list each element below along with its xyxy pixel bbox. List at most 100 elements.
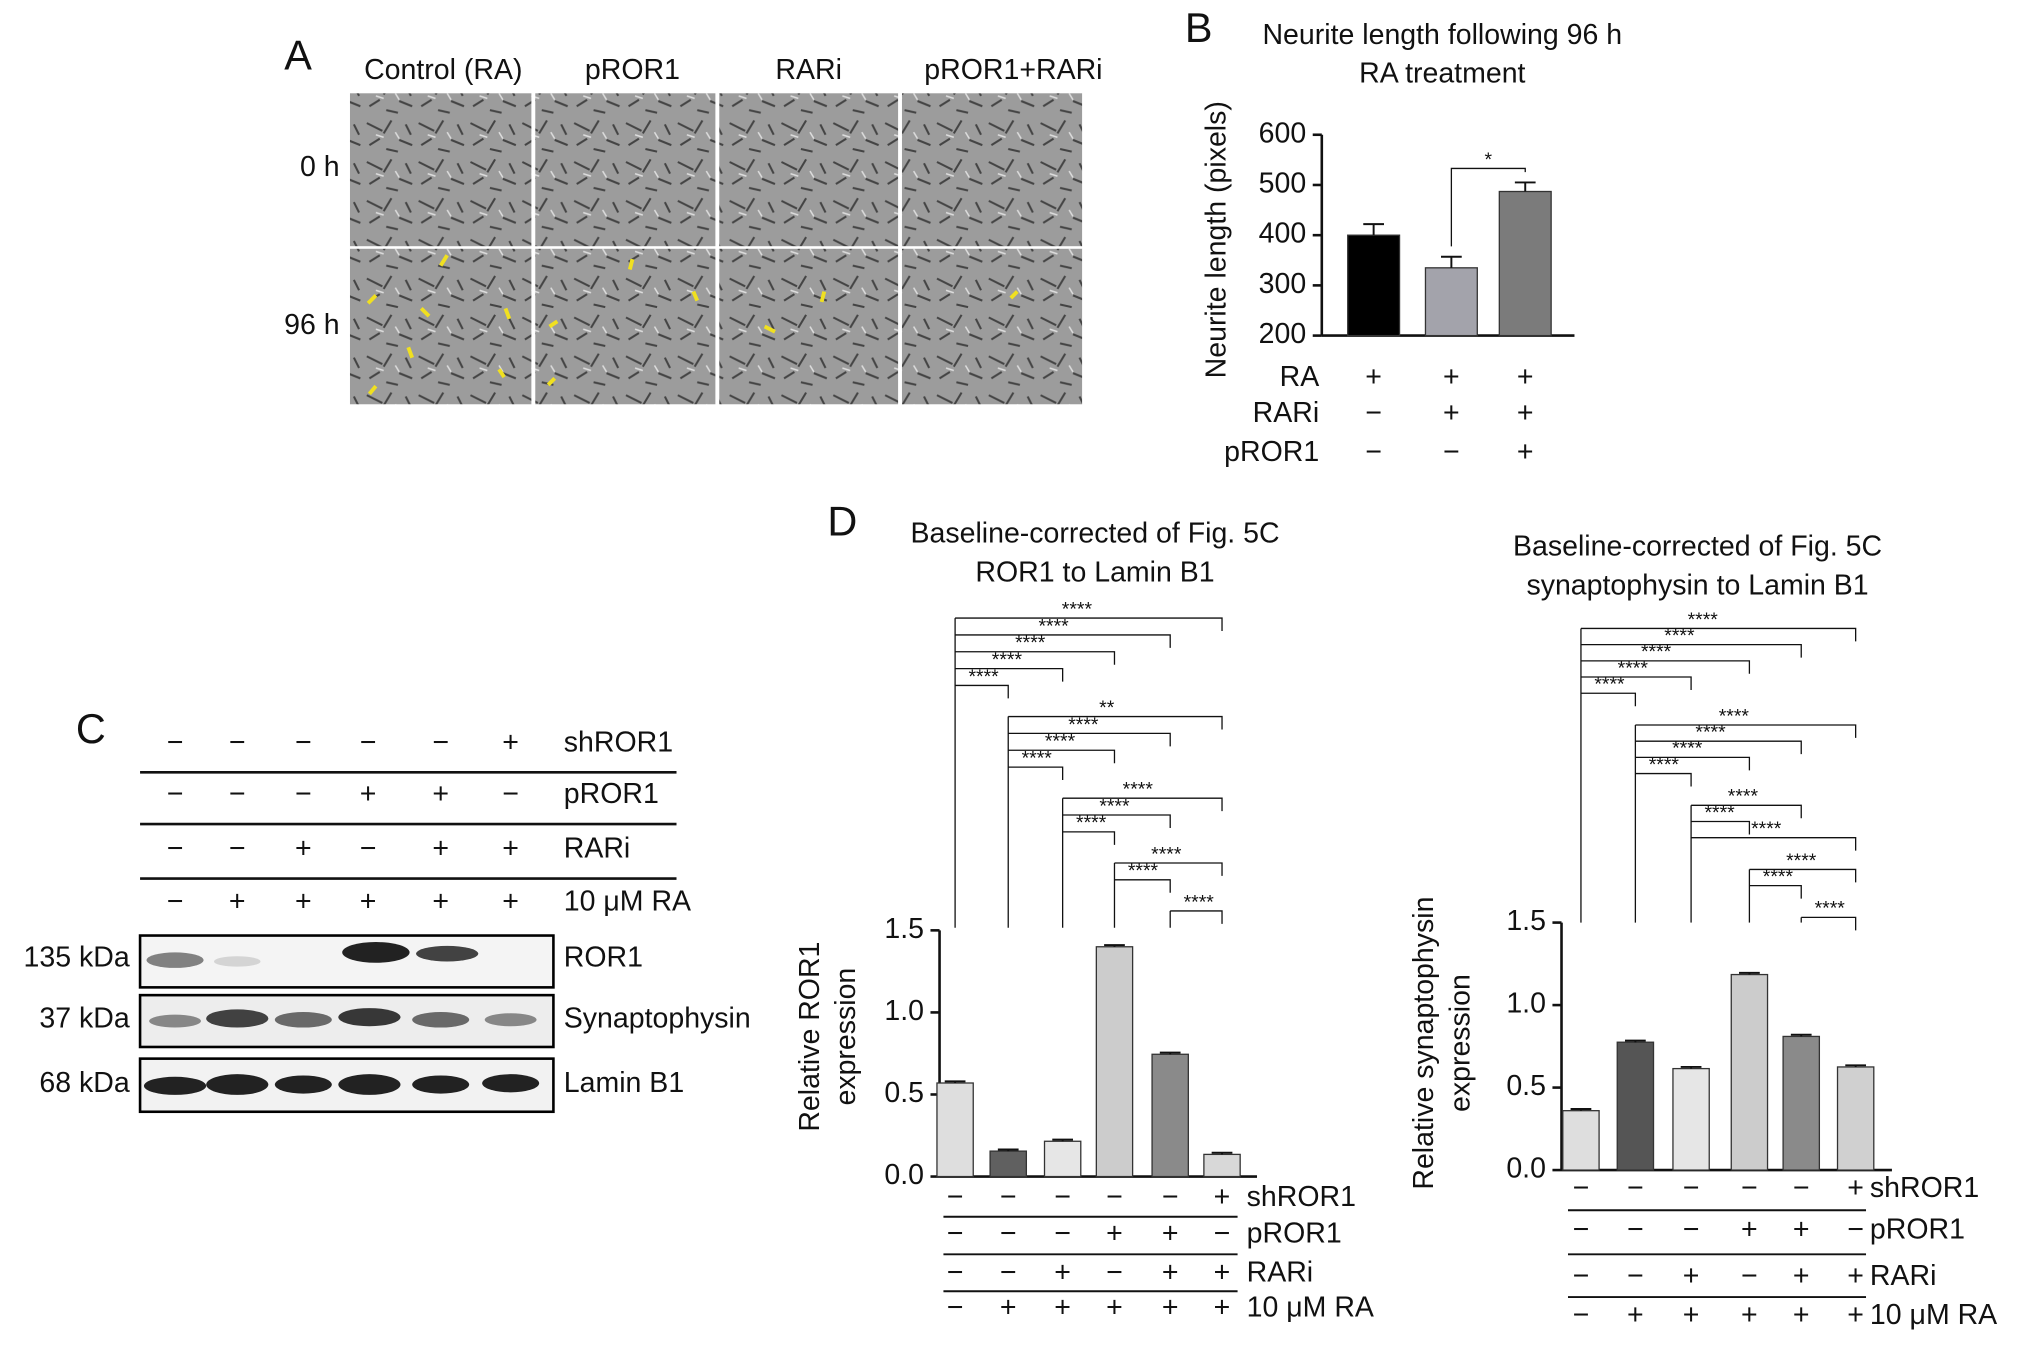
significance-label: **** bbox=[1641, 641, 1672, 663]
significance-label: **** bbox=[1728, 786, 1759, 808]
significance-label: **** bbox=[1038, 615, 1069, 637]
micrograph bbox=[349, 248, 532, 405]
significance-bracket bbox=[1691, 820, 1751, 835]
blot-strip bbox=[138, 934, 555, 989]
bar bbox=[1562, 1110, 1600, 1171]
condition-sign: − bbox=[167, 886, 184, 918]
condition-sign: − bbox=[1162, 1181, 1179, 1213]
condition-sign: − bbox=[1106, 1181, 1123, 1213]
significance-label: **** bbox=[968, 666, 999, 688]
y-tick-label: 1.5 bbox=[884, 913, 924, 945]
condition-label: RARi bbox=[564, 833, 631, 865]
significance-bracket bbox=[1580, 660, 1751, 674]
micrograph-grid bbox=[349, 93, 1083, 405]
significance-label: **** bbox=[1672, 738, 1703, 760]
condition-sign: + bbox=[1741, 1214, 1758, 1246]
y-tick-label: 0.0 bbox=[884, 1159, 924, 1191]
condition-sign: + bbox=[1443, 397, 1460, 429]
condition-sign: + bbox=[1054, 1291, 1071, 1323]
micrograph bbox=[349, 93, 532, 247]
error-bar bbox=[1104, 944, 1125, 947]
condition-sign: + bbox=[295, 886, 312, 918]
condition-sign: + bbox=[1793, 1214, 1810, 1246]
bar bbox=[1203, 1153, 1241, 1178]
chart-title: synaptophysin to Lamin B1 bbox=[1526, 570, 1868, 602]
condition-sign: + bbox=[1847, 1299, 1864, 1331]
chart-title: Baseline-corrected of Fig. 5C bbox=[910, 518, 1279, 550]
panel-label: D bbox=[827, 498, 857, 545]
condition-sign: + bbox=[1627, 1299, 1644, 1331]
panel-label: A bbox=[284, 31, 312, 78]
condition-label: RA bbox=[1280, 361, 1320, 393]
bar bbox=[1672, 1067, 1710, 1171]
condition-sign: − bbox=[1054, 1181, 1071, 1213]
error-bar bbox=[1363, 223, 1384, 236]
y-tick-label: 1.0 bbox=[884, 995, 924, 1027]
condition-sign: − bbox=[1793, 1172, 1810, 1204]
significance-label: **** bbox=[1045, 731, 1076, 753]
condition-sign: − bbox=[1000, 1217, 1017, 1249]
significance-label: **** bbox=[1062, 598, 1093, 620]
error-bar bbox=[1052, 1138, 1074, 1142]
significance-label: **** bbox=[1123, 779, 1154, 801]
chart-title: ROR1 to Lamin B1 bbox=[975, 557, 1214, 589]
condition-label: 10 μM RA bbox=[1870, 1299, 1997, 1331]
condition-sign: − bbox=[1683, 1214, 1700, 1246]
condition-sign: − bbox=[1741, 1260, 1758, 1292]
condition-sign: − bbox=[947, 1256, 964, 1288]
condition-sign: − bbox=[295, 778, 312, 810]
condition-sign: + bbox=[1214, 1291, 1231, 1323]
significance-label: **** bbox=[1815, 898, 1846, 920]
y-tick-label: 0.5 bbox=[884, 1077, 924, 1109]
significance-bracket bbox=[955, 684, 1009, 699]
condition-label: shROR1 bbox=[564, 726, 673, 758]
condition-label: RARi bbox=[1253, 397, 1320, 429]
condition-sign: + bbox=[502, 833, 519, 865]
band-size: 135 kDa bbox=[24, 941, 130, 973]
error-bar bbox=[1739, 971, 1760, 975]
panel-label: B bbox=[1185, 4, 1213, 51]
error-bar bbox=[1441, 255, 1462, 268]
significance-bracket bbox=[955, 667, 1064, 682]
significance-bracket bbox=[1062, 814, 1171, 828]
condition-sign: + bbox=[1162, 1291, 1179, 1323]
condition-label: RARi bbox=[1870, 1260, 1937, 1292]
significance-label: **** bbox=[1664, 625, 1695, 647]
bar bbox=[1043, 1140, 1082, 1178]
condition-sign: + bbox=[502, 726, 519, 758]
band-name: Synaptophysin bbox=[564, 1002, 751, 1034]
condition-sign: − bbox=[360, 726, 377, 758]
condition-sign: + bbox=[1847, 1260, 1864, 1292]
bar bbox=[1424, 267, 1478, 337]
bar bbox=[1730, 973, 1769, 1171]
chart-title: Baseline-corrected of Fig. 5C bbox=[1513, 531, 1882, 563]
significance-label: **** bbox=[992, 649, 1023, 671]
arrows bbox=[366, 254, 1019, 396]
significance-bracket bbox=[955, 634, 1171, 648]
condition-label: RARi bbox=[1247, 1256, 1314, 1288]
condition-sign: + bbox=[1214, 1181, 1231, 1213]
condition-label: shROR1 bbox=[1870, 1172, 1979, 1204]
condition-sign: + bbox=[502, 886, 519, 918]
condition-label: pROR1 bbox=[1247, 1217, 1342, 1249]
significance-bracket bbox=[1450, 167, 1526, 247]
condition-sign: + bbox=[1443, 361, 1460, 393]
condition-label: 10 μM RA bbox=[564, 886, 691, 918]
condition-sign: − bbox=[1106, 1256, 1123, 1288]
significance-label: **** bbox=[1649, 754, 1680, 776]
significance-bracket bbox=[1691, 837, 1857, 851]
bar bbox=[1095, 946, 1134, 1178]
error-bar bbox=[1625, 1039, 1646, 1043]
condition-sign: + bbox=[1000, 1291, 1017, 1323]
significance-label: **** bbox=[1076, 812, 1107, 834]
significance-label: **** bbox=[1594, 674, 1625, 696]
panel-label: C bbox=[76, 705, 106, 752]
condition-sign: + bbox=[360, 778, 377, 810]
significance-bracket bbox=[1580, 692, 1637, 707]
significance-bracket bbox=[1580, 643, 1802, 658]
condition-sign: + bbox=[1517, 361, 1534, 393]
significance-bracket bbox=[1580, 627, 1857, 642]
condition-sign: + bbox=[360, 886, 377, 918]
condition-sign: − bbox=[1000, 1256, 1017, 1288]
condition-sign: − bbox=[1683, 1172, 1700, 1204]
